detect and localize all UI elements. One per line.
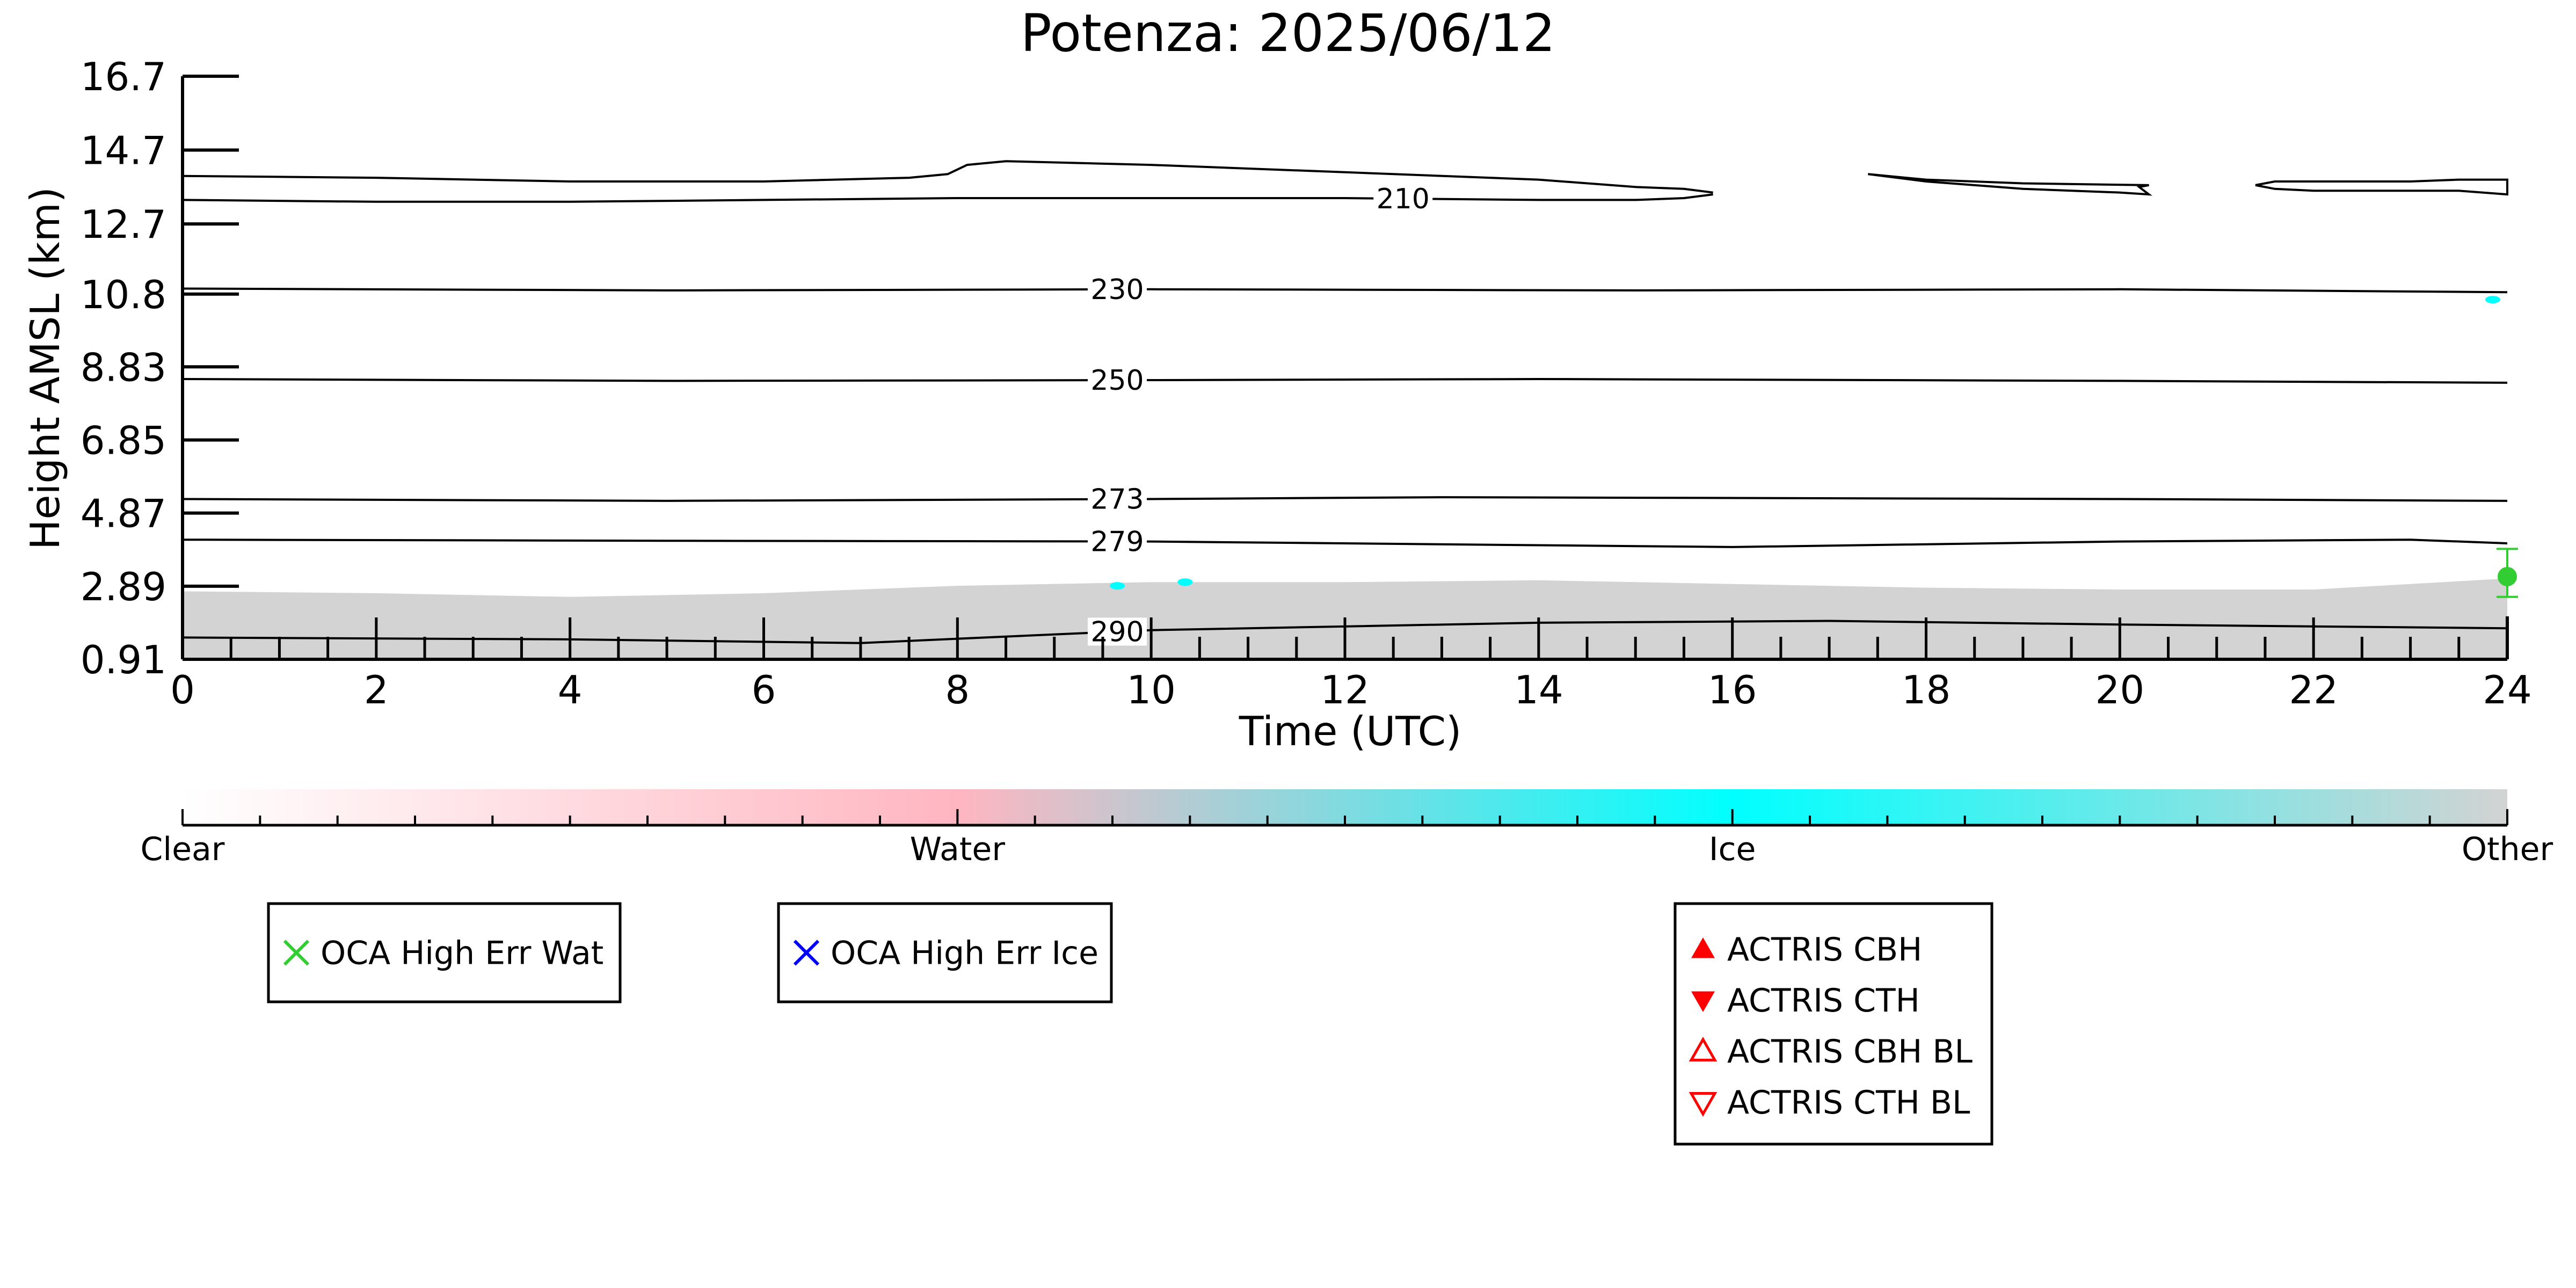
axes-layer: 0 2 4 6 8 10 12 14 16 18 20 22 240.912.894.876.858.8… — [81, 54, 2532, 712]
legend-box: OCA High Err Ice — [777, 902, 1113, 1003]
y-tick-label: 4.87 — [81, 491, 166, 536]
colorbar-label: Other — [2462, 831, 2553, 868]
contour-line — [182, 377, 2508, 384]
contour-line — [182, 193, 1713, 203]
legend-label: OCA High Err Ice — [831, 935, 1098, 972]
contour-label-bg — [1088, 485, 1147, 513]
legend-label: OCA High Err Wat — [321, 935, 603, 972]
contour-line — [182, 496, 2508, 502]
contour-line — [182, 539, 2508, 548]
ice-patch — [2485, 296, 2500, 304]
ice-patch — [1110, 582, 1125, 590]
y-tick-label: 14.7 — [81, 128, 166, 173]
x-axis-label: Time (UTC) — [1239, 708, 1462, 755]
y-tick-label: 2.89 — [81, 564, 166, 609]
colorbar: Clear Water Ice Other — [141, 789, 2553, 868]
y-tick-label: 12.7 — [81, 202, 166, 247]
contour-label: 279 — [1090, 526, 1144, 558]
x-tick-label: 22 — [2289, 667, 2338, 712]
legend-frame — [1673, 902, 1993, 1146]
legend-box: ACTRIS CBH ACTRIS CTH ACTRIS CBH BL ACTRIS … — [1673, 902, 1993, 1146]
legend-label: ACTRIS CBH — [1727, 931, 1922, 969]
contour-label-bg — [1088, 617, 1147, 646]
legend-box: OCA High Err Wat — [267, 902, 622, 1003]
contour-label-bg — [1088, 527, 1147, 556]
legend-label: ACTRIS CTH — [1727, 982, 1920, 1020]
legend-frame — [777, 902, 1113, 1003]
ice-patches-layer — [1110, 296, 2500, 590]
contour-label: 290 — [1090, 616, 1144, 648]
legend-marker — [1689, 1092, 1718, 1117]
contour-line — [182, 287, 2508, 294]
contour-label-bg — [1373, 184, 1433, 213]
legend-marker — [283, 940, 310, 966]
contour-label: 250 — [1090, 365, 1144, 397]
x-tick-label: 8 — [945, 667, 970, 712]
legend-label: ACTRIS CBH BL — [1727, 1033, 1973, 1071]
contour-label-bg — [1088, 366, 1147, 395]
y-tick-label: 0.91 — [81, 637, 166, 682]
x-tick-label: 14 — [1514, 667, 1563, 712]
legends: OCA High Err Wat OCA High Err Ice ACTRIS C… — [267, 902, 1993, 1146]
y-tick-label: 8.83 — [81, 345, 166, 390]
chart-title: Potenza: 2025/06/12 — [1021, 3, 1555, 63]
x-tick-label: 6 — [752, 667, 776, 712]
colorbar-label: Water — [910, 831, 1006, 868]
y-axis-label: Height AMSL (km) — [21, 187, 69, 550]
x-tick-label: 4 — [558, 667, 583, 712]
colorbar-label: Ice — [1709, 831, 1756, 868]
x-tick-label: 16 — [1708, 667, 1757, 712]
x-tick-label: 2 — [364, 667, 389, 712]
contour-line — [1868, 173, 2152, 196]
legend-marker — [793, 940, 820, 966]
colorbar-label: Clear — [141, 831, 225, 868]
contour-line — [182, 160, 1713, 194]
x-tick-label: 0 — [170, 667, 195, 712]
x-tick-label: 12 — [1320, 667, 1370, 712]
x-tick-label: 18 — [1902, 667, 1951, 712]
x-tick-label: 24 — [2483, 667, 2532, 712]
temperature-contours-layer: 210 230 250 273 279 290 — [182, 160, 2508, 648]
contour-label: 210 — [1377, 183, 1430, 215]
x-tick-label: 20 — [2095, 667, 2145, 712]
ice-patch — [1177, 578, 1193, 586]
y-tick-label: 16.7 — [81, 54, 166, 99]
x-tick-label: 10 — [1126, 667, 1176, 712]
contour-line — [2255, 178, 2508, 196]
y-tick-label: 10.8 — [81, 272, 166, 317]
oca-marker — [2498, 566, 2517, 586]
legend-label: ACTRIS CTH BL — [1727, 1084, 1970, 1122]
legend-marker — [1689, 1036, 1718, 1061]
y-tick-label: 6.85 — [81, 418, 166, 463]
contour-label: 273 — [1090, 484, 1144, 516]
legend-marker — [1691, 937, 1715, 958]
oca-marker-layer — [2497, 548, 2518, 598]
legend-marker — [1691, 991, 1715, 1012]
contour-label: 230 — [1090, 274, 1144, 306]
contour-label-bg — [1088, 275, 1147, 303]
legend-frame — [267, 902, 622, 1003]
